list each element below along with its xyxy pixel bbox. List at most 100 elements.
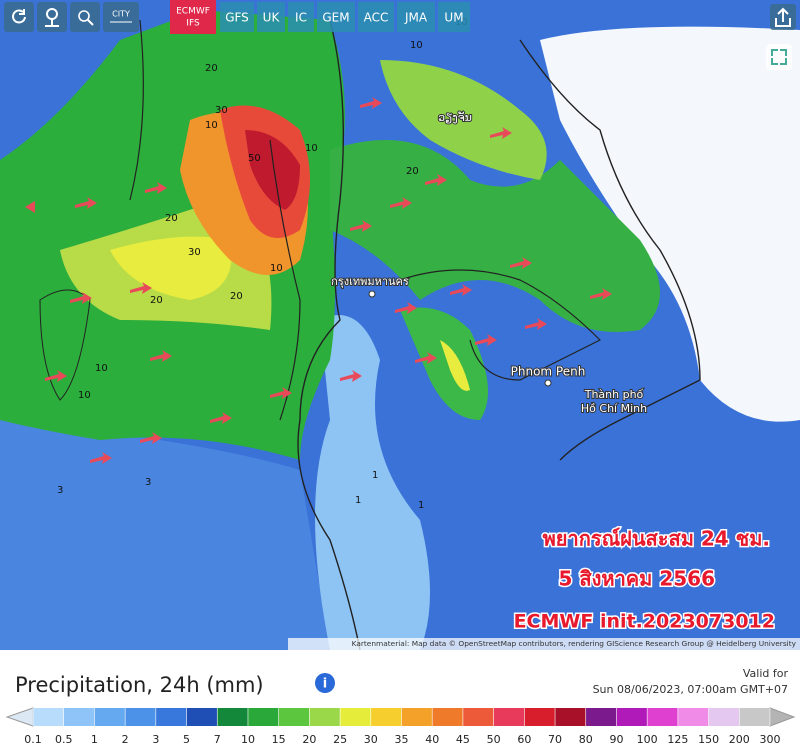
scale-label: 1 — [91, 733, 98, 746]
scale-label: 150 — [698, 733, 719, 746]
scale-over-arrow — [769, 707, 796, 727]
contour-labels: 20301050302020201010101010113312010 — [57, 17, 468, 511]
scale-label: 90 — [609, 733, 623, 746]
scale-label: 7 — [214, 733, 221, 746]
contour-label: 20 — [150, 295, 163, 306]
model-button[interactable] — [397, 2, 435, 32]
scale-swatch — [33, 708, 64, 726]
map: กรุงเทพมหานคร Phnom Penh Thành phố Hồ Ch… — [0, 0, 800, 651]
refresh-button[interactable] — [4, 2, 34, 32]
scale-swatch — [278, 708, 310, 726]
scale-swatch — [647, 708, 678, 726]
model-button[interactable] — [358, 2, 394, 32]
color-scale: 0.1 0.5 1 2 3 5 7 10 15 20 25 30 35 40 45 50 60 70 80 90 100… — [5, 707, 796, 746]
legend: Precipitation, 24h (mm) i Valid for Sun … — [5, 667, 796, 746]
contour-label: 1 — [372, 470, 378, 481]
scale-label: 35 — [395, 733, 409, 746]
contour-label: 10 — [270, 263, 283, 274]
scale-label: 5 — [183, 733, 190, 746]
scale-label: 100 — [637, 733, 658, 746]
active-model-button[interactable] — [170, 0, 216, 34]
valid-time: Sun 08/06/2023, 07:00am GMT+07 — [593, 683, 788, 696]
contour-label: 10 — [95, 363, 108, 374]
scale-swatch — [616, 708, 648, 726]
scale-swatch — [370, 708, 402, 726]
contour-label: 3 — [57, 485, 63, 496]
overlay-init: ECMWF init.2023073012 — [514, 611, 775, 633]
scale-swatch — [63, 708, 95, 726]
wind-arrows — [25, 97, 612, 464]
scale-label: 0.5 — [55, 733, 73, 746]
active-model-label: IFS — [186, 19, 200, 29]
model-button[interactable] — [438, 2, 470, 32]
model-label: GFS — [225, 11, 249, 25]
model-button[interactable] — [220, 2, 254, 32]
scale-under-arrow — [5, 707, 34, 727]
fullscreen-button[interactable] — [766, 44, 792, 70]
scale-label: 2 — [122, 733, 129, 746]
toolbar: CITY ECMWF IFS GFS UK IC GEM ACC JMA UM — [4, 0, 796, 34]
place-label: กรุงเทพมหานคร — [331, 275, 409, 288]
place-label: ວຽງຈັນ — [438, 111, 472, 124]
contour-label: 20 — [165, 213, 178, 224]
scale-swatch — [739, 708, 770, 726]
city-toggle[interactable] — [103, 2, 139, 32]
scale-label: 45 — [456, 733, 470, 746]
place-label: Phnom Penh — [511, 365, 586, 379]
model-button[interactable] — [288, 2, 314, 32]
scale-swatch — [555, 708, 586, 726]
place-label: Hồ Chí Minh — [581, 402, 647, 415]
contour-label: 30 — [215, 105, 228, 116]
location-button[interactable] — [37, 2, 67, 32]
search-button[interactable] — [70, 2, 100, 32]
scale-label: 15 — [272, 733, 286, 746]
scale-swatch — [493, 708, 525, 726]
scale-label: 60 — [517, 733, 531, 746]
city-label: CITY — [112, 10, 130, 19]
scale-label: 125 — [667, 733, 688, 746]
contour-label: 3 — [145, 477, 151, 488]
scale-swatch — [309, 708, 341, 726]
contour-label: 20 — [406, 166, 419, 177]
scale-swatch — [432, 708, 463, 726]
active-model-label: ECMWF — [176, 7, 210, 17]
scale-label: 80 — [579, 733, 593, 746]
scale-label: 20 — [302, 733, 316, 746]
scale-swatch — [462, 708, 494, 726]
scale-swatch — [155, 708, 187, 726]
scale-label: 50 — [487, 733, 501, 746]
overlay-date: 5 สิงหาคม 2566 — [559, 567, 715, 591]
scale-swatch — [186, 708, 218, 726]
scale-swatch — [585, 708, 617, 726]
contour-label: 50 — [248, 153, 261, 164]
attribution: Kartenmaterial: Map data © OpenStreetMap… — [352, 639, 797, 648]
scale-label: 3 — [152, 733, 159, 746]
scale-label: 0.1 — [24, 733, 42, 746]
contour-label: 1 — [418, 500, 424, 511]
scale-swatch — [677, 708, 709, 726]
scale-label: 40 — [425, 733, 439, 746]
scale-swatch — [125, 708, 156, 726]
scale-label: 25 — [333, 733, 347, 746]
place-label: Thành phố — [584, 388, 644, 401]
contour-label: 10 — [205, 120, 218, 131]
scale-swatch — [94, 708, 126, 726]
model-button[interactable] — [257, 2, 285, 32]
valid-label: Valid for — [743, 667, 789, 680]
scale-label: 300 — [760, 733, 781, 746]
model-label: GEM — [322, 11, 349, 25]
scale-label: 30 — [364, 733, 378, 746]
scale-swatch — [708, 708, 740, 726]
scale-swatch — [401, 708, 433, 726]
model-label: UK — [263, 11, 281, 25]
model-label: ACC — [364, 11, 389, 25]
model-label: UM — [444, 11, 463, 25]
model-button[interactable] — [317, 2, 355, 32]
scale-swatch — [524, 708, 556, 726]
contour-label: 10 — [305, 143, 318, 154]
model-label: IC — [295, 11, 307, 25]
scale-label: 10 — [241, 733, 255, 746]
contour-label: 1 — [355, 495, 361, 506]
